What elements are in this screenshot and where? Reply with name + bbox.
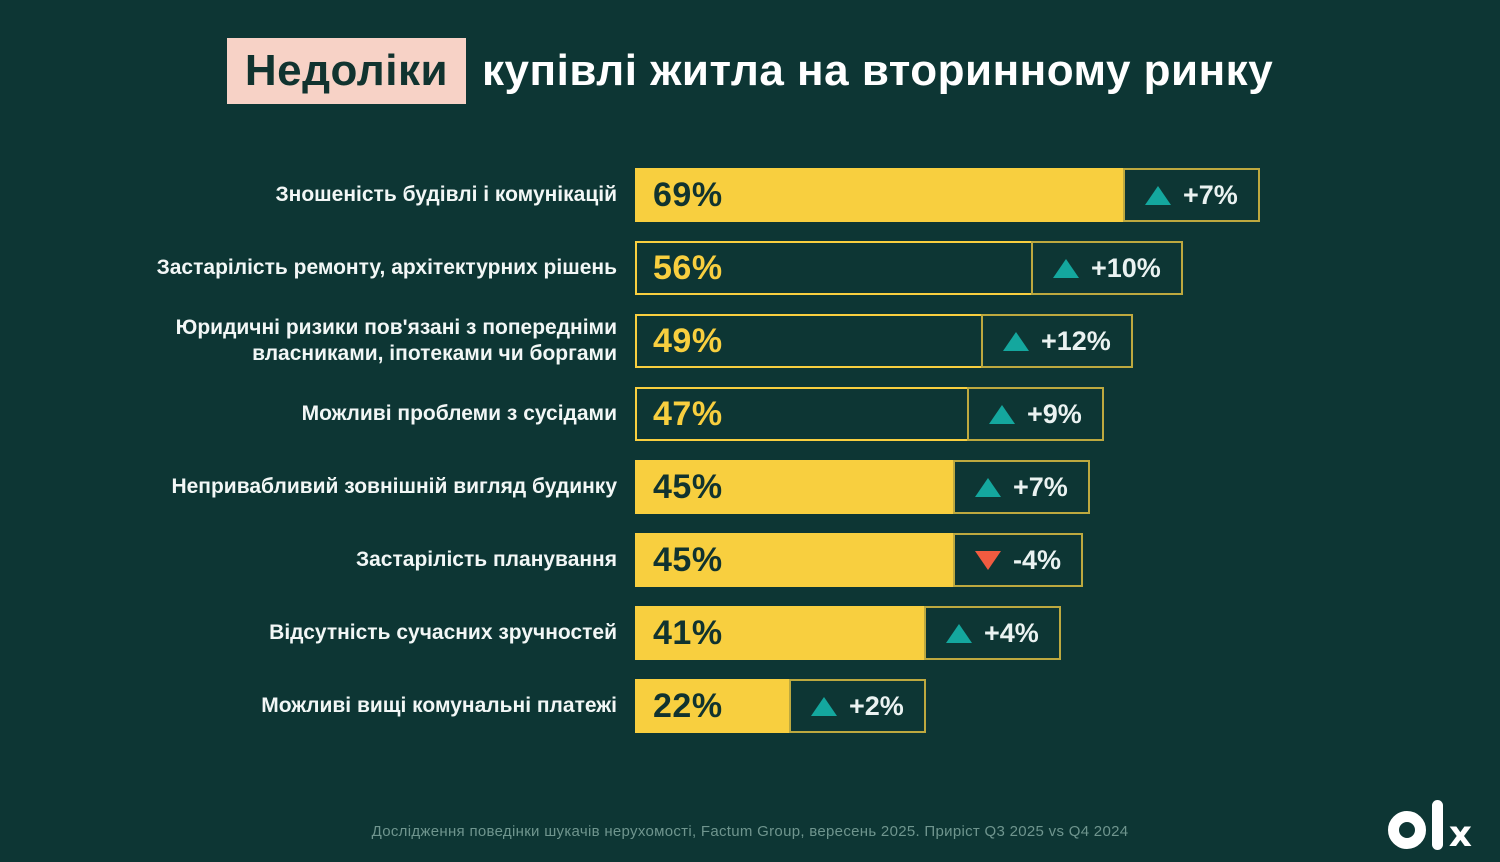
trend-arrow-icon: [946, 623, 972, 643]
value-bar: 45%: [635, 533, 955, 587]
category-label: Непривабливий зовнішній вигляд будинку: [171, 474, 617, 498]
change-badge: +7%: [953, 460, 1090, 514]
value-bar: 47%: [635, 387, 969, 441]
chart-row: Застарілість ремонту, архітектурних ріше…: [130, 241, 1500, 295]
olx-logo-x-icon: x: [1448, 814, 1472, 856]
olx-logo-divider-icon: [1431, 800, 1443, 850]
change-label: +9%: [1027, 398, 1082, 429]
category-label: Відсутність сучасних зручностей: [269, 620, 617, 644]
value-bar: 41%: [635, 606, 926, 660]
change-label: +10%: [1091, 252, 1161, 283]
chart-row: Непривабливий зовнішній вигляд будинку 4…: [130, 460, 1500, 514]
change-label: +2%: [849, 690, 904, 721]
change-label: +12%: [1041, 325, 1111, 356]
bar-chart: Зношеність будівлі і комунікацій 69% +7%…: [130, 168, 1500, 733]
value-label: 47%: [653, 395, 723, 433]
category-label: Застарілість ремонту, архітектурних ріше…: [156, 255, 617, 279]
value-bar: 56%: [635, 241, 1033, 295]
chart-row: Зношеність будівлі і комунікацій 69% +7%: [130, 168, 1500, 222]
value-bar: 49%: [635, 314, 983, 368]
value-bar: 69%: [635, 168, 1125, 222]
trend-arrow-icon: [1145, 185, 1171, 205]
value-bar: 22%: [635, 679, 791, 733]
chart-row: Застарілість планування 45% -4%: [130, 533, 1500, 587]
value-label: 22%: [653, 687, 723, 725]
category-label: Зношеність будівлі і комунікацій: [275, 182, 618, 206]
change-label: +7%: [1013, 471, 1068, 502]
olx-logo-o-ring-icon: [1387, 811, 1426, 849]
change-badge: +12%: [981, 314, 1133, 368]
page-title: Недоліки купівлі житла на вторинному рин…: [0, 38, 1500, 104]
change-label: -4%: [1013, 544, 1062, 575]
source-note: Дослідження поведінки шукачів нерухомост…: [371, 823, 1129, 840]
chart-row: Юридичні ризики пов'язані з попередніми …: [130, 314, 1500, 368]
change-badge: +10%: [1031, 241, 1183, 295]
change-label: +4%: [984, 617, 1039, 648]
trend-arrow-icon: [989, 404, 1015, 424]
change-badge: -4%: [953, 533, 1084, 587]
value-label: 41%: [653, 614, 723, 652]
title-highlight: Недоліки: [226, 38, 467, 104]
change-badge: +2%: [789, 679, 926, 733]
value-label: 56%: [653, 249, 723, 287]
title-rest: купівлі житла на вторинному ринку: [482, 46, 1274, 95]
change-label: +7%: [1183, 179, 1238, 210]
change-badge: +9%: [967, 387, 1104, 441]
value-label: 49%: [653, 322, 723, 360]
trend-arrow-icon: [1003, 331, 1029, 351]
category-label: Юридичні ризики пов'язані з попередніми …: [175, 315, 617, 365]
change-badge: +7%: [1123, 168, 1260, 222]
category-label: Застарілість планування: [355, 547, 617, 571]
chart-row: Відсутність сучасних зручностей 41% +4%: [130, 606, 1500, 660]
chart-row: Можливі вищі комунальні платежі 22% +2%: [130, 679, 1500, 733]
chart-row: Можливі проблеми з сусідами 47% +9%: [130, 387, 1500, 441]
category-label: Можливі проблеми з сусідами: [301, 401, 617, 425]
chart-rows: Зношеність будівлі і комунікацій 69% +7%…: [130, 168, 1500, 733]
value-label: 45%: [653, 541, 723, 579]
value-bar: 45%: [635, 460, 955, 514]
change-badge: +4%: [924, 606, 1061, 660]
trend-arrow-icon: [811, 696, 837, 716]
trend-arrow-icon: [975, 550, 1001, 570]
trend-arrow-icon: [1053, 258, 1079, 278]
value-label: 69%: [653, 176, 723, 214]
value-label: 45%: [653, 468, 723, 506]
trend-arrow-icon: [975, 477, 1001, 497]
olx-logo: x: [1387, 800, 1472, 856]
category-label: Можливі вищі комунальні платежі: [261, 693, 617, 717]
